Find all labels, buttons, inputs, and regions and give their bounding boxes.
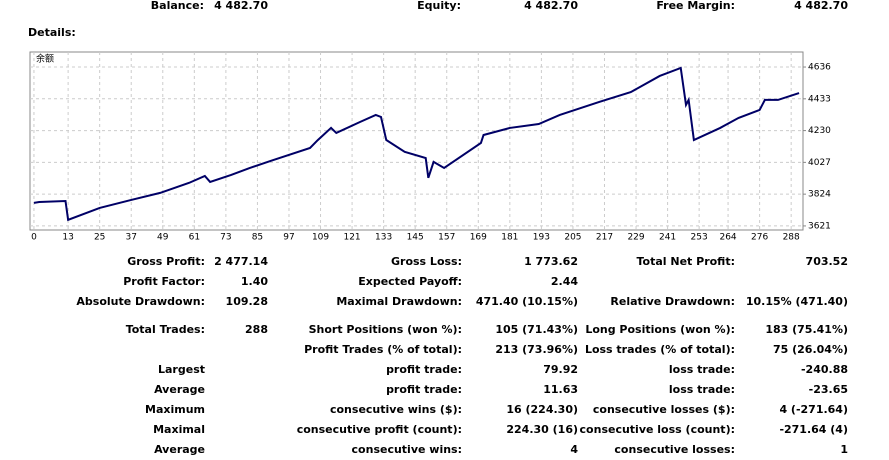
stat-label: Total Trades: (126, 323, 205, 336)
stat-value: 4 (570, 443, 578, 456)
y-tick-label: 4230 (808, 126, 831, 136)
stat-label: Maximal Drawdown: (336, 295, 462, 308)
stat-value: -271.64 (4) (779, 423, 848, 436)
x-tick-label: 241 (659, 233, 676, 243)
x-tick-label: 85 (252, 233, 263, 243)
stat-value: 1.40 (241, 275, 268, 288)
x-tick-label: 217 (596, 233, 613, 243)
x-tick-label: 264 (719, 233, 736, 243)
details-label: Details: (28, 26, 76, 39)
x-tick-label: 133 (375, 233, 392, 243)
stat-label: Profit Factor: (123, 275, 205, 288)
stat-value: 183 (75.41%) (765, 323, 848, 336)
stat-label: consecutive losses: (614, 443, 735, 456)
stat-value: 213 (73.96%) (495, 343, 578, 356)
stat-label: Largest (158, 363, 205, 376)
stat-label: consecutive wins: (352, 443, 462, 456)
x-tick-label: 205 (564, 233, 581, 243)
y-tick-label: 3621 (808, 221, 831, 231)
x-tick-label: 61 (189, 233, 200, 243)
x-tick-label: 121 (343, 233, 360, 243)
x-tick-label: 229 (627, 233, 644, 243)
stat-value: 105 (71.43%) (495, 323, 578, 336)
stat-value: -23.65 (809, 383, 848, 396)
stat-label: consecutive losses ($): (593, 403, 735, 416)
stat-value: 11.63 (543, 383, 578, 396)
stat-label: Gross Profit: (127, 255, 205, 268)
header-value: 4 482.70 (524, 0, 578, 12)
stat-value: 10.15% (471.40) (746, 295, 848, 308)
stat-value: 79.92 (543, 363, 578, 376)
balance-line (33, 66, 800, 222)
stat-label: Loss trades (% of total): (585, 343, 735, 356)
x-tick-label: 97 (283, 233, 294, 243)
stat-value: 1 (840, 443, 848, 456)
x-tick-label: 37 (125, 233, 136, 243)
stat-label: Gross Loss: (391, 255, 462, 268)
header-value: 4 482.70 (214, 0, 268, 12)
x-tick-label: 253 (691, 233, 708, 243)
stat-label: Expected Payoff: (358, 275, 462, 288)
stat-value: 75 (26.04%) (773, 343, 848, 356)
x-tick-label: 157 (438, 233, 455, 243)
y-tick-label: 4027 (808, 158, 831, 168)
x-tick-label: 25 (94, 233, 105, 243)
header-label: Balance: (151, 0, 204, 12)
stat-label: profit trade: (386, 363, 462, 376)
x-tick-label: 0 (31, 233, 37, 243)
x-tick-label: 288 (783, 233, 800, 243)
stat-value: -240.88 (801, 363, 848, 376)
stat-value: 224.30 (16) (506, 423, 578, 436)
stat-label: Profit Trades (% of total): (304, 343, 462, 356)
x-tick-label: 145 (407, 233, 424, 243)
y-tick-label: 4636 (808, 63, 831, 73)
stat-label: Maximal (153, 423, 205, 436)
header-value: 4 482.70 (794, 0, 848, 12)
stat-value: 109.28 (226, 295, 268, 308)
stat-label: Absolute Drawdown: (76, 295, 205, 308)
x-tick-label: 49 (157, 233, 169, 243)
stat-label: consecutive profit (count): (297, 423, 462, 436)
x-tick-label: 193 (533, 233, 550, 243)
stat-label: Short Positions (won %): (309, 323, 462, 336)
x-tick-label: 73 (220, 233, 231, 243)
stat-label: Average (154, 443, 205, 456)
header-label: Free Margin: (656, 0, 735, 12)
stat-value: 703.52 (806, 255, 848, 268)
stat-value: 2.44 (551, 275, 578, 288)
stat-label: Long Positions (won %): (585, 323, 735, 336)
stat-label: loss trade: (669, 383, 735, 396)
x-tick-label: 276 (751, 233, 768, 243)
stat-label: Maximum (145, 403, 205, 416)
y-tick-label: 3824 (808, 190, 831, 200)
stat-value: 288 (245, 323, 268, 336)
plot-area (29, 51, 804, 231)
y-tick-label: 4433 (808, 94, 831, 104)
stat-label: Average (154, 383, 205, 396)
stat-value: 471.40 (10.15%) (476, 295, 578, 308)
x-tick-label: 13 (62, 233, 73, 243)
header-label: Equity: (417, 0, 461, 12)
stat-value: 2 477.14 (214, 255, 268, 268)
chart-label: 余额 (36, 53, 54, 65)
stat-label: consecutive wins ($): (330, 403, 462, 416)
x-tick-label: 169 (470, 233, 487, 243)
stat-label: consecutive loss (count): (580, 423, 735, 436)
x-tick-label: 181 (501, 233, 518, 243)
stat-label: Total Net Profit: (637, 255, 736, 268)
stat-value: 4 (-271.64) (779, 403, 848, 416)
stat-value: 16 (224.30) (506, 403, 578, 416)
stat-value: 1 773.62 (524, 255, 578, 268)
stat-label: profit trade: (386, 383, 462, 396)
stat-label: Relative Drawdown: (610, 295, 735, 308)
stat-label: loss trade: (669, 363, 735, 376)
x-tick-label: 109 (312, 233, 329, 243)
